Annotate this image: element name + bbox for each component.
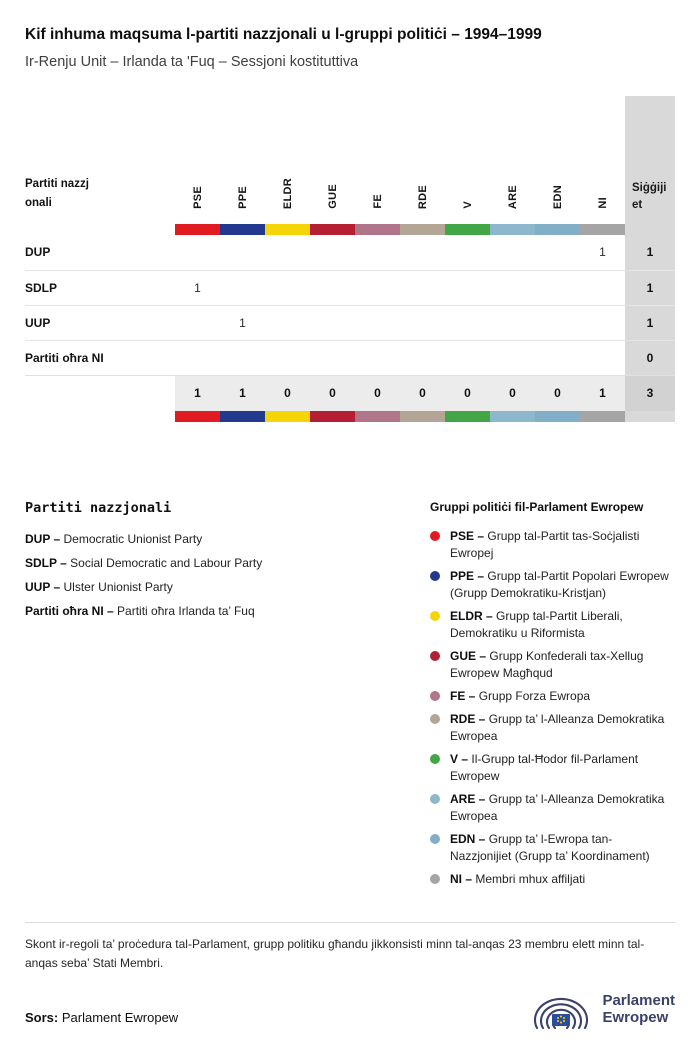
- color-bar-pse: [175, 411, 220, 422]
- color-bar-ni: [580, 224, 625, 235]
- column-header-fe: FE: [371, 194, 384, 209]
- table-row-uup: UUP 1 1: [25, 304, 675, 340]
- color-bar-fe: [355, 411, 400, 422]
- color-bar-ppe: [220, 411, 265, 422]
- seats-column-cell: [625, 224, 675, 235]
- total-seats-value: 3: [625, 374, 675, 411]
- legend-party-item: Partiti oħra NI – Partiti oħra Irlanda t…: [25, 604, 255, 618]
- column-header-ni: NI: [596, 197, 609, 209]
- group-color-dot: [430, 714, 440, 724]
- column-header-v: V: [461, 201, 474, 209]
- group-color-dot: [430, 531, 440, 541]
- group-color-dot: [430, 754, 440, 764]
- legend-groups-title: Gruppi politiċi fil-Parlament Ewropew: [430, 500, 644, 514]
- legend-group-item: ARE – Grupp ta’ l-Alleanza Demokratika E…: [430, 791, 675, 825]
- totals-row: 1 1 0 0 0 0 0 0 0 1 3: [25, 374, 675, 411]
- legend-party-item: DUP – Democratic Unionist Party: [25, 532, 203, 546]
- legend-group-item: V – Il-Grupp tal-Ħodor fil-Parlament Ewr…: [430, 751, 675, 785]
- group-color-bar-row: [25, 224, 675, 235]
- color-bar-edn: [535, 411, 580, 422]
- color-bar-eldr: [265, 411, 310, 422]
- group-color-dot: [430, 571, 440, 581]
- column-header-pse: PSE: [191, 186, 204, 209]
- color-bar-are: [490, 224, 535, 235]
- column-header-ppe: PPE: [236, 186, 249, 209]
- legend-group-item: FE – Grupp Forza Ewropa: [430, 688, 675, 705]
- table-header-row: Partiti nazzjonali PSE PPE ELDR GUE FE R…: [25, 96, 675, 224]
- legend-section: Partiti nazzjonali DUP – Democratic Unio…: [25, 500, 675, 894]
- seats-value: 1: [625, 269, 675, 305]
- color-bar-fe: [355, 224, 400, 235]
- legend-party-item: UUP – Ulster Unionist Party: [25, 580, 173, 594]
- seats-column-cell: [625, 411, 675, 422]
- legend-group-item: NI – Membri mhux affiljati: [430, 871, 675, 888]
- spacer-cell: [25, 411, 175, 422]
- footer: Sors: Parlament Ewropew: [25, 985, 675, 1033]
- page-subtitle: Ir-Renju Unit – Irlanda ta 'Fuq – Sessjo…: [25, 54, 359, 70]
- table-row-dup: DUP 1 1: [25, 235, 675, 270]
- group-color-dot: [430, 794, 440, 804]
- column-header-are: ARE: [506, 184, 519, 209]
- table-row-sdlp: SDLP 1 1: [25, 269, 675, 305]
- color-bar-ni: [580, 411, 625, 422]
- legend-groups: Gruppi politiċi fil-Parlament Ewropew PS…: [430, 500, 675, 894]
- column-header-gue: GUE: [326, 184, 339, 209]
- group-color-dot: [430, 651, 440, 661]
- legend-group-item: RDE – Grupp ta’ l-Alleanza Demokratika E…: [430, 711, 675, 745]
- row-header-label: Partiti nazzjonali: [25, 178, 89, 209]
- party-name: DUP: [25, 245, 51, 260]
- color-bar-v: [445, 411, 490, 422]
- color-bar-are: [490, 411, 535, 422]
- ep-logo-mark: [534, 997, 589, 1030]
- color-bar-ppe: [220, 224, 265, 235]
- legend-parties-title: Partiti nazzjonali: [25, 500, 172, 516]
- legend-parties: Partiti nazzjonali DUP – Democratic Unio…: [25, 500, 430, 894]
- color-bar-eldr: [265, 224, 310, 235]
- seats-value: 0: [625, 339, 675, 375]
- footnote: Skont ir-regoli ta’ proċedura tal-Parlam…: [25, 937, 645, 970]
- column-header-rde: RDE: [416, 184, 429, 209]
- group-color-dot: [430, 691, 440, 701]
- color-bar-rde: [400, 224, 445, 235]
- spacer-cell: [25, 224, 175, 235]
- column-header-edn: EDN: [551, 184, 564, 209]
- ep-logo: Parlament Ewropew: [529, 985, 675, 1033]
- divider: [25, 922, 675, 923]
- column-header-seats: Siġġijiet: [625, 96, 675, 224]
- seats-table: Partiti nazzjonali PSE PPE ELDR GUE FE R…: [25, 96, 675, 422]
- color-bar-gue: [310, 224, 355, 235]
- column-header-eldr: ELDR: [281, 177, 294, 209]
- party-name: UUP: [25, 304, 175, 340]
- table-row-other-ni: Partiti oħra NI 0: [25, 339, 675, 375]
- spacer-cell: [25, 374, 175, 411]
- row-header-cell: Partiti nazzjonali: [25, 96, 175, 224]
- color-bar-edn: [535, 224, 580, 235]
- group-color-dot: [430, 874, 440, 884]
- ep-logo-text: Parlament Ewropew: [602, 992, 675, 1026]
- color-bar-rde: [400, 411, 445, 422]
- seats-value: 1: [625, 304, 675, 340]
- color-bar-pse: [175, 224, 220, 235]
- group-color-dot: [430, 611, 440, 621]
- group-color-dot: [430, 834, 440, 844]
- group-color-bar-row-bottom: [25, 411, 675, 422]
- legend-group-item: PPE – Grupp tal-Partit Popolari Ewropew …: [430, 568, 675, 602]
- seats-value: 1: [625, 235, 675, 270]
- legend-group-item: GUE – Grupp Konfederali tax-Xellug Ewrop…: [430, 648, 675, 682]
- color-bar-v: [445, 224, 490, 235]
- color-bar-gue: [310, 411, 355, 422]
- source: Sors: Parlament Ewropew: [25, 1010, 179, 1025]
- party-name: Partiti oħra NI: [25, 339, 175, 375]
- page-title: Kif inhuma maqsuma l-partiti nazzjonali …: [25, 26, 542, 43]
- legend-group-item: PSE – Grupp tal-Partit tas-Soċjalisti Ew…: [430, 528, 675, 562]
- party-name: SDLP: [25, 269, 175, 305]
- legend-group-item: EDN – Grupp ta’ l-Ewropa tan-Nazzjonijie…: [430, 831, 675, 865]
- legend-party-item: SDLP – Social Democratic and Labour Part…: [25, 556, 263, 570]
- legend-group-item: ELDR – Grupp tal-Partit Liberali, Demokr…: [430, 608, 675, 642]
